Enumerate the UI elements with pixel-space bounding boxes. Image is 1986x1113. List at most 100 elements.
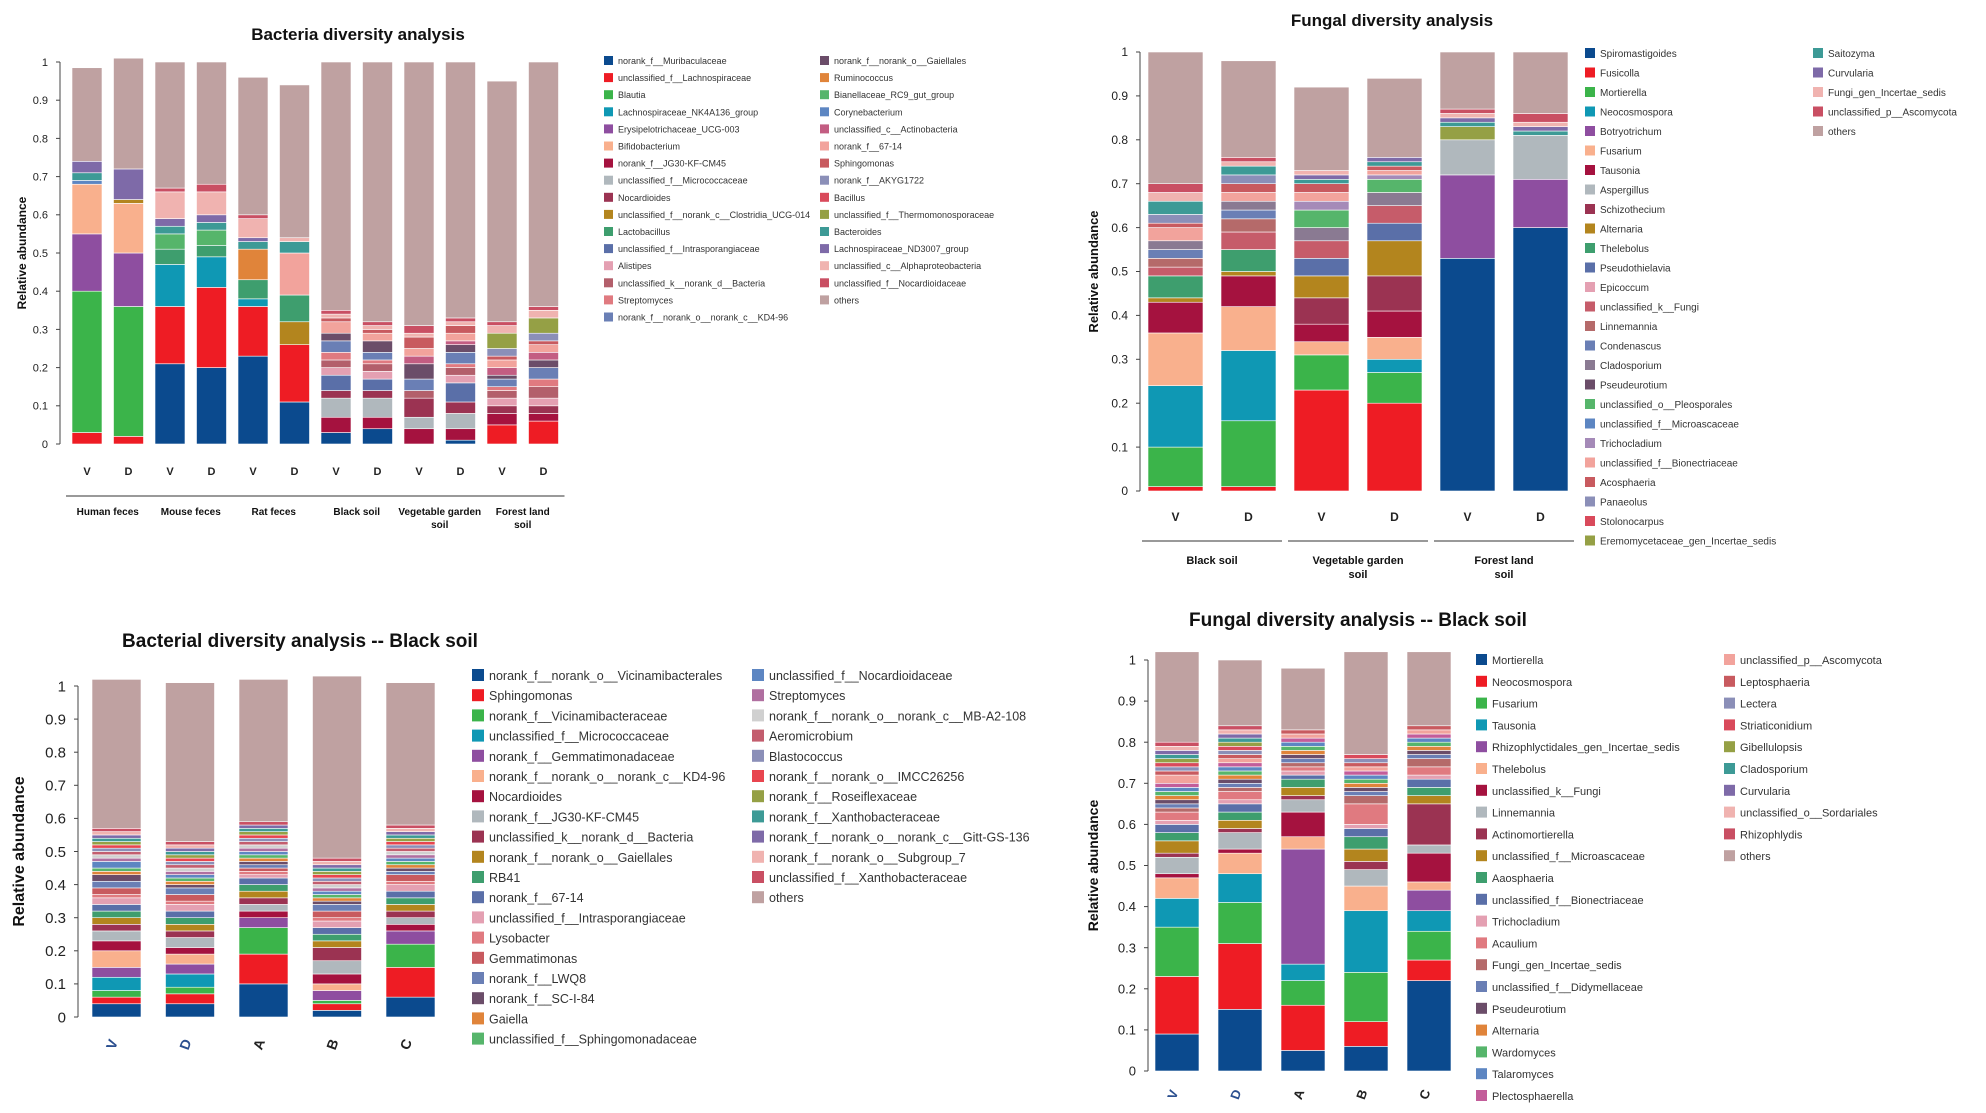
bar-stack-1 xyxy=(91,679,142,1018)
legend-label: unclassified_f__Nocardioidaceae xyxy=(834,278,966,288)
bar-segment xyxy=(1512,121,1569,127)
bar-segment xyxy=(1293,227,1350,242)
bar-segment xyxy=(165,993,215,1005)
bar-segment xyxy=(312,1010,362,1018)
bar-segment xyxy=(91,841,142,846)
y-tick-label: 0.5 xyxy=(1111,265,1128,279)
bar-segment xyxy=(165,986,215,995)
legend: Mortierella Neocosmospora Fusarium Tausonia… xyxy=(1476,654,1883,1103)
legend-label: Curvularia xyxy=(1740,786,1791,798)
legend-swatch xyxy=(604,73,613,83)
bar-segment xyxy=(1220,350,1277,422)
legend-label: Lachnospiraceae_NK4A136_group xyxy=(618,107,758,117)
bar-segment xyxy=(1154,926,1200,977)
legend-label: norank_f__SC-I-84 xyxy=(489,992,595,1006)
bar-segment xyxy=(1217,737,1263,743)
bar-segment xyxy=(91,847,142,852)
bar-segment xyxy=(1366,222,1423,242)
legend-label: unclassified_o__Sordariales xyxy=(1740,808,1878,820)
y-tick-label: 0.4 xyxy=(1111,309,1128,323)
legend-label: Pseudothielavia xyxy=(1600,264,1671,275)
bar-segment xyxy=(445,332,476,342)
bar-segment xyxy=(528,386,559,399)
bar-segment xyxy=(486,80,518,323)
bar-segment xyxy=(1343,762,1389,768)
legend-swatch xyxy=(1724,763,1735,774)
bar-segment xyxy=(91,894,142,899)
legend-label: Trichocladium xyxy=(1600,439,1662,450)
bar-segment xyxy=(1293,354,1350,391)
legend-swatch xyxy=(820,261,829,271)
bar-segment xyxy=(238,679,289,823)
bar-segment xyxy=(1293,258,1350,277)
bar-segment xyxy=(312,904,362,912)
bar-segment xyxy=(486,378,518,387)
bar-segment xyxy=(1154,873,1200,879)
bar-segment xyxy=(71,183,103,235)
bar-segment xyxy=(238,983,289,1018)
bar-segment xyxy=(1439,121,1496,127)
legend-swatch xyxy=(820,158,829,168)
y-tick-label: 0.5 xyxy=(33,248,48,260)
bar-segment xyxy=(165,904,215,912)
y-tick-label: 0.4 xyxy=(45,877,66,894)
bar-segment xyxy=(1217,832,1263,850)
bar-segment xyxy=(1154,787,1200,792)
bar-segment xyxy=(312,960,362,975)
bar-segment xyxy=(320,367,352,376)
legend-label: Actinomortierella xyxy=(1492,829,1575,841)
legend-swatch xyxy=(752,770,764,782)
legend-label: Streptomyces xyxy=(769,689,845,703)
bar-segment xyxy=(1220,200,1277,211)
bar-segment xyxy=(113,252,144,307)
bar-segment xyxy=(91,874,142,882)
bar-segment xyxy=(1217,766,1263,772)
bar-segment xyxy=(165,867,215,872)
bar-segment xyxy=(1366,240,1423,277)
bar-segment xyxy=(1154,877,1200,899)
x-tick-label: V xyxy=(83,466,91,478)
bar-segment xyxy=(1406,889,1452,912)
legend-label: Epicoccum xyxy=(1600,283,1649,294)
legend-label: unclassified_f__Bionectriaceae xyxy=(1600,459,1738,470)
bar-segment xyxy=(385,831,436,836)
bar-segment xyxy=(445,325,476,334)
legend-swatch xyxy=(1585,165,1595,175)
bar-stack-4 xyxy=(312,675,362,1018)
y-tick-label: 0.8 xyxy=(33,133,48,145)
bar-segment xyxy=(165,1003,215,1018)
bar-segment xyxy=(445,367,476,376)
group-label: Black soil xyxy=(333,507,380,518)
bar-segment xyxy=(1220,306,1277,351)
legend-label: Saitozyma xyxy=(1828,49,1875,60)
bar-segment xyxy=(1217,659,1263,727)
bar-segment xyxy=(1343,782,1389,788)
bar-segment xyxy=(403,332,435,338)
legend-swatch xyxy=(1724,806,1735,818)
bar-segment xyxy=(385,861,436,866)
legend-swatch xyxy=(752,891,764,904)
bar-segment xyxy=(1220,183,1277,193)
bar-segment xyxy=(165,910,215,919)
bar-segment xyxy=(1366,205,1423,224)
bar-segment xyxy=(196,61,227,185)
bar-segment xyxy=(312,877,362,882)
bar-segment xyxy=(362,416,393,430)
bar-segment xyxy=(1154,651,1200,743)
bar-segment xyxy=(1280,667,1326,731)
chart-title: Fungal diversity analysis xyxy=(1291,11,1493,30)
bar-segment xyxy=(1366,310,1423,338)
legend-swatch xyxy=(1724,675,1735,687)
bar-segment xyxy=(165,871,215,875)
x-tick-label: B xyxy=(323,1037,341,1052)
bar-segment xyxy=(385,880,436,885)
legend-label: Neocosmospora xyxy=(1492,677,1573,689)
bar-segment xyxy=(385,857,436,862)
legend-label: others xyxy=(769,891,804,905)
bar-segment xyxy=(1406,910,1452,932)
bar-segment xyxy=(154,264,186,307)
bar-segment xyxy=(385,828,436,832)
bar-segment xyxy=(312,973,362,985)
legend-swatch xyxy=(1585,223,1595,234)
bar-segment xyxy=(320,416,352,433)
